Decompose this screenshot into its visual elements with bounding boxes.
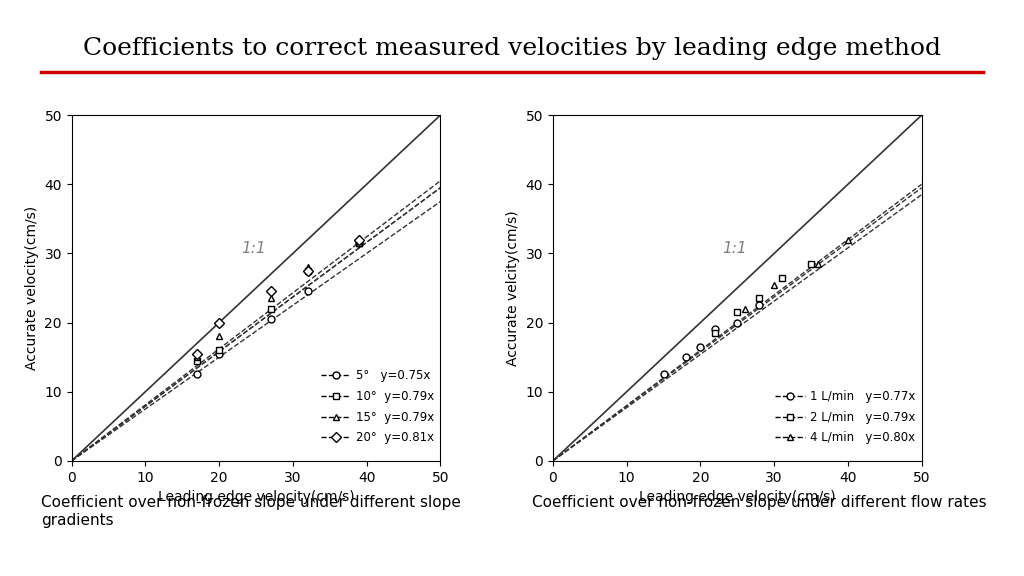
X-axis label: Leading edge velocity(cm/s): Leading edge velocity(cm/s) (158, 490, 354, 504)
Y-axis label: Accurate velcity(cm/s): Accurate velcity(cm/s) (506, 210, 520, 366)
Text: Coefficient over non-frozen slope under different slope
gradients: Coefficient over non-frozen slope under … (41, 495, 461, 528)
Y-axis label: Accurate velocity(cm/s): Accurate velocity(cm/s) (25, 206, 39, 370)
Text: 1:1: 1:1 (242, 241, 266, 256)
X-axis label: Leading edge velocity(cm/s): Leading edge velocity(cm/s) (639, 490, 836, 504)
Text: Coefficients to correct measured velocities by leading edge method: Coefficients to correct measured velocit… (83, 37, 941, 60)
Legend: 1 L/min   y=0.77x, 2 L/min   y=0.79x, 4 L/min   y=0.80x: 1 L/min y=0.77x, 2 L/min y=0.79x, 4 L/mi… (771, 386, 920, 448)
Legend: 5°   y=0.75x, 10°  y=0.79x, 15°  y=0.79x, 20°  y=0.81x: 5° y=0.75x, 10° y=0.79x, 15° y=0.79x, 20… (317, 366, 438, 448)
Text: Coefficient over non-frozen slope under different flow rates: Coefficient over non-frozen slope under … (532, 495, 987, 510)
Text: 1:1: 1:1 (723, 241, 748, 256)
